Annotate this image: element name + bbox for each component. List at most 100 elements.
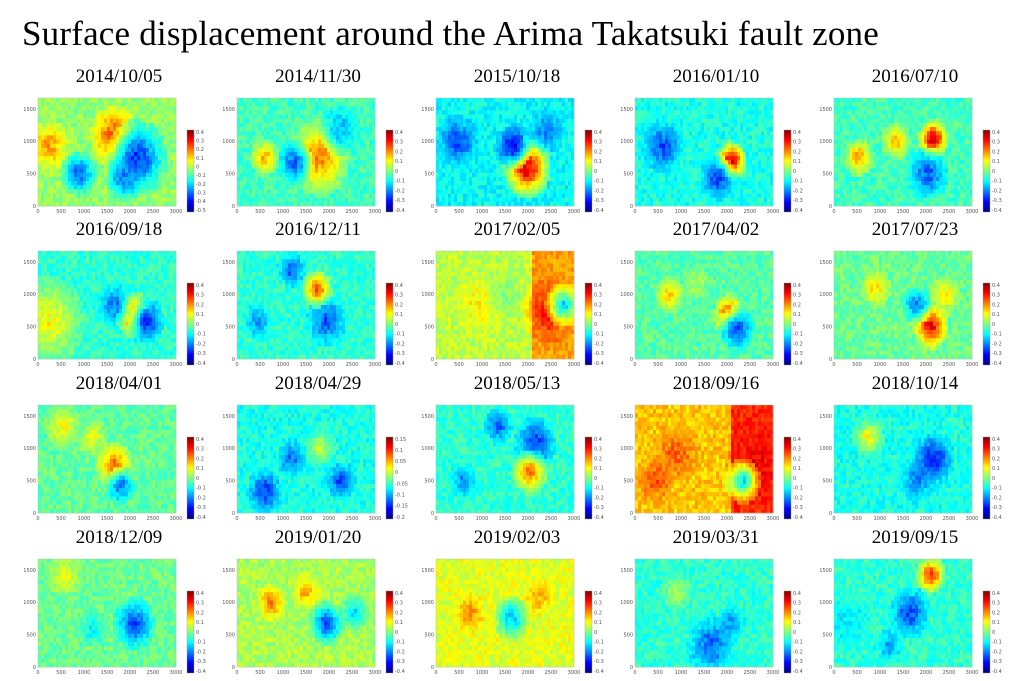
heatmap-cell xyxy=(508,152,511,156)
heatmap-cell xyxy=(324,189,327,193)
heatmap-cell xyxy=(472,127,475,131)
heatmap-cell xyxy=(252,115,255,119)
heatmap-cell xyxy=(713,181,716,185)
heatmap-cell xyxy=(701,177,704,181)
heatmap-cell xyxy=(517,119,520,123)
heatmap-cell xyxy=(348,102,351,106)
heatmap-cell xyxy=(725,198,728,202)
heatmap-cell xyxy=(689,202,692,206)
heatmap-cell xyxy=(285,98,288,102)
heatmap-cell xyxy=(767,194,770,198)
heatmap-cell xyxy=(499,106,502,110)
heatmap-cell xyxy=(68,131,71,135)
heatmap-cell xyxy=(481,123,484,127)
heatmap-cell xyxy=(436,202,439,206)
heatmap-cell xyxy=(297,177,300,181)
heatmap-cell xyxy=(942,102,945,106)
heatmap-cell xyxy=(92,202,95,206)
heatmap-cell xyxy=(767,177,770,181)
heatmap-cell xyxy=(41,119,44,123)
heatmap-cell xyxy=(47,148,50,152)
heatmap-cell xyxy=(342,202,345,206)
heatmap-cell xyxy=(707,185,710,189)
heatmap-cell xyxy=(517,140,520,144)
heatmap-cell xyxy=(267,189,270,193)
colorbar-tick-label: 0 xyxy=(594,169,597,175)
heatmap-cell xyxy=(496,110,499,114)
heatmap-cell xyxy=(749,194,752,198)
heatmap-cell xyxy=(837,98,840,102)
heatmap-cell xyxy=(321,135,324,139)
heatmap-cell xyxy=(731,189,734,193)
heatmap-cell xyxy=(692,144,695,148)
heatmap-cell xyxy=(758,189,761,193)
heatmap-cell xyxy=(252,119,255,123)
heatmap-cell xyxy=(641,115,644,119)
heatmap-cell xyxy=(734,119,737,123)
heatmap-cell xyxy=(366,106,369,110)
heatmap-cell xyxy=(50,185,53,189)
heatmap-cell xyxy=(541,164,544,168)
heatmap-cell xyxy=(876,106,879,110)
heatmap-cell xyxy=(674,185,677,189)
heatmap-cell xyxy=(728,202,731,206)
heatmap-cell xyxy=(764,119,767,123)
heatmap-cell xyxy=(237,119,240,123)
heatmap-cell xyxy=(285,198,288,202)
heatmap-cell xyxy=(686,131,689,135)
heatmap-cell xyxy=(436,135,439,139)
heatmap-cell xyxy=(481,164,484,168)
heatmap-cell xyxy=(734,98,737,102)
heatmap-cell xyxy=(719,115,722,119)
heatmap-cell xyxy=(50,106,53,110)
heatmap-cell xyxy=(502,185,505,189)
heatmap-cell xyxy=(351,169,354,173)
heatmap-cell xyxy=(360,164,363,168)
heatmap-cell xyxy=(511,140,514,144)
heatmap-cell xyxy=(725,202,728,206)
heatmap-cell xyxy=(348,119,351,123)
heatmap-cell xyxy=(686,181,689,185)
heatmap-cell xyxy=(767,198,770,202)
heatmap-cell xyxy=(161,123,164,127)
heatmap-cell xyxy=(677,127,680,131)
heatmap-cell xyxy=(146,140,149,144)
heatmap-cell xyxy=(327,202,330,206)
heatmap-cell xyxy=(330,98,333,102)
heatmap-cell xyxy=(333,164,336,168)
heatmap-cell xyxy=(258,98,261,102)
heatmap-cell xyxy=(336,148,339,152)
heatmap-cell xyxy=(746,164,749,168)
heatmap-cell xyxy=(146,156,149,160)
heatmap-cell xyxy=(38,173,41,177)
heatmap-cell xyxy=(514,131,517,135)
heatmap-cell xyxy=(83,102,86,106)
heatmap-cell xyxy=(252,135,255,139)
heatmap-cell xyxy=(686,177,689,181)
heatmap-cell xyxy=(547,185,550,189)
heatmap-cell xyxy=(508,160,511,164)
heatmap-cell xyxy=(665,194,668,198)
heatmap-cell xyxy=(644,181,647,185)
heatmap-cell xyxy=(689,131,692,135)
heatmap-cell xyxy=(89,115,92,119)
heatmap-cell xyxy=(644,144,647,148)
heatmap-cell xyxy=(255,194,258,198)
heatmap-cell xyxy=(98,123,101,127)
heatmap-cell xyxy=(354,189,357,193)
heatmap-cell xyxy=(502,181,505,185)
heatmap-cell xyxy=(297,127,300,131)
heatmap-cell xyxy=(758,106,761,110)
heatmap-cell xyxy=(436,115,439,119)
heatmap-cell xyxy=(701,169,704,173)
heatmap-cell xyxy=(279,144,282,148)
heatmap-cell xyxy=(502,106,505,110)
heatmap-cell xyxy=(258,106,261,110)
heatmap-cell xyxy=(158,98,161,102)
heatmap-cell xyxy=(80,123,83,127)
heatmap-cell xyxy=(309,98,312,102)
heatmap-cell xyxy=(267,127,270,131)
heatmap-cell xyxy=(755,185,758,189)
heatmap-cell xyxy=(107,119,110,123)
heatmap-cell xyxy=(279,194,282,198)
